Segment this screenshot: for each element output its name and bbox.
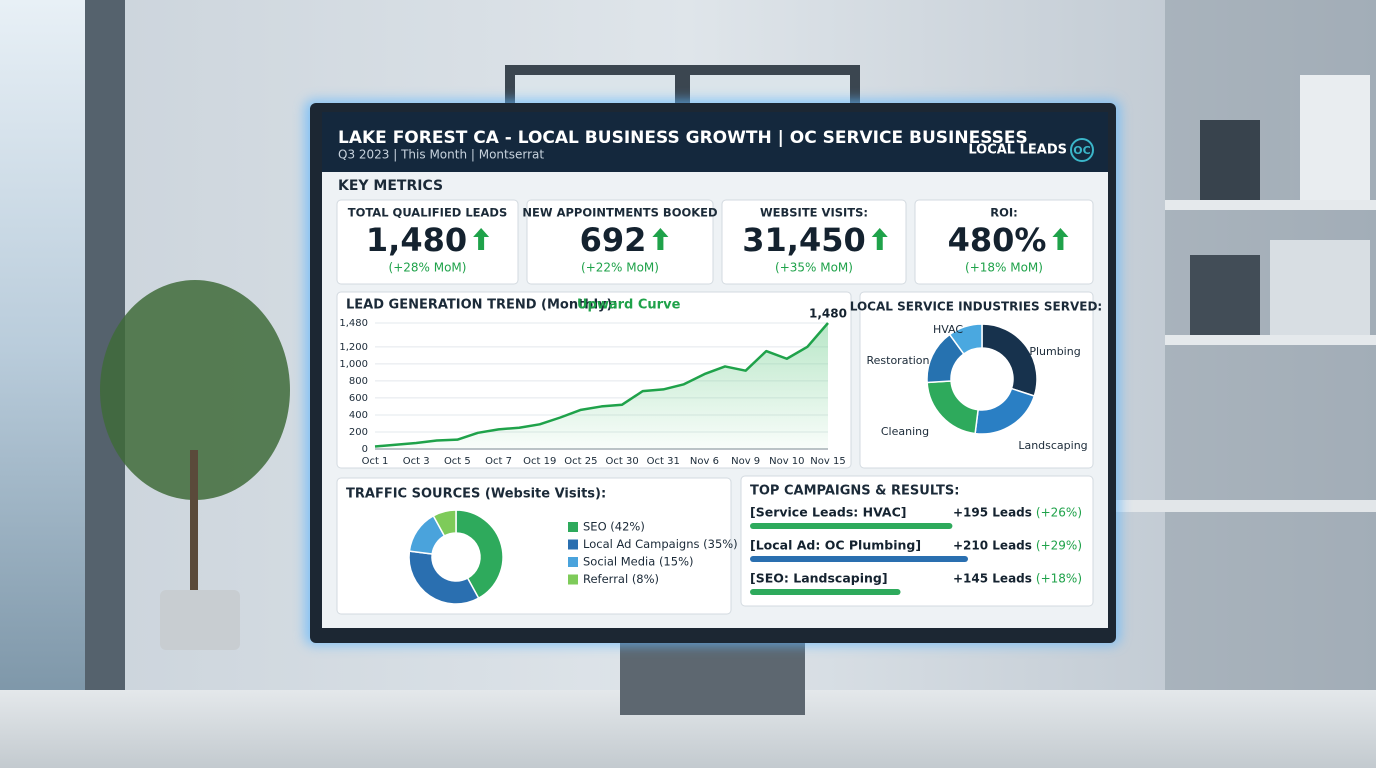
x-tick-label: Oct 19: [523, 456, 556, 467]
y-tick-label: 800: [349, 376, 368, 387]
campaign-result: +195 Leads: [953, 506, 1032, 520]
up-arrow: [1052, 228, 1069, 250]
panel: [859, 291, 1094, 469]
slice-label: Landscaping: [1018, 439, 1087, 452]
brand-mark: OC: [1073, 144, 1090, 157]
x-tick-label: Oct 30: [605, 456, 638, 467]
y-tick-label: 1,480: [339, 318, 368, 329]
metric-value: 31,450: [742, 221, 865, 259]
campaign-bar: [750, 556, 968, 562]
x-tick-label: Oct 25: [564, 456, 597, 467]
shelf: [1165, 200, 1376, 210]
brand-logo: [1070, 138, 1094, 162]
legend-swatch: [568, 574, 578, 585]
binders: [1200, 120, 1260, 200]
binders: [1270, 240, 1370, 335]
chart-title: TRAFFIC SOURCES (Website Visits):: [346, 487, 606, 502]
metric-change: (+18% MoM): [965, 261, 1043, 275]
y-tick-label: 1,200: [339, 342, 368, 353]
plant: [100, 280, 290, 500]
campaign-bar: [750, 523, 953, 529]
campaign-change: (+29%): [1036, 539, 1082, 553]
metric-card: [721, 199, 907, 285]
metric-value: 1,480: [366, 221, 467, 259]
campaign-change: (+18%): [1036, 572, 1082, 586]
up-arrow: [871, 228, 888, 250]
campaign-name: [Local Ad: OC Plumbing]: [750, 538, 921, 553]
line: [374, 322, 829, 448]
legend-label: Local Ad Campaigns (35%): [583, 537, 738, 551]
y-tick-label: 200: [349, 427, 368, 438]
x-tick-label: Oct 3: [403, 456, 430, 467]
binders: [1190, 255, 1260, 335]
campaign-name: [Service Leads: HVAC]: [750, 505, 907, 520]
slice-label: Restoration: [866, 354, 929, 367]
metric-card: [336, 199, 519, 285]
chart-highlight: Upward Curve: [577, 298, 681, 313]
brand: LOCAL LEADS: [968, 143, 1067, 158]
legend-swatch: [568, 557, 578, 567]
monitor-stand: [620, 640, 805, 715]
x-tick-label: Nov 10: [769, 456, 804, 467]
donut-slice: [408, 550, 480, 605]
annotation: 1,480: [809, 307, 847, 321]
donut-slice: [948, 323, 983, 355]
up-arrow: [473, 228, 490, 250]
pot: [160, 590, 240, 650]
dashboard-title: LAKE FOREST CA - LOCAL BUSINESS GROWTH |…: [338, 128, 1028, 148]
slice-label: Plumbing: [1029, 345, 1080, 358]
campaign-result: +210 Leads: [953, 539, 1032, 553]
slice-label: HVAC: [933, 323, 963, 336]
metric-change: (+35% MoM): [775, 261, 853, 275]
metric-change: (+28% MoM): [389, 261, 467, 275]
legend-label: Social Media (15%): [583, 555, 693, 569]
shelf: [1165, 335, 1376, 345]
metric-change: (+22% MoM): [581, 261, 659, 275]
metric-value: 480%: [948, 221, 1047, 259]
campaign-change: (+26%): [1036, 506, 1082, 520]
metric-card: [526, 199, 714, 285]
plant-stem: [190, 450, 198, 600]
metric-label: ROI:: [990, 206, 1018, 220]
legend-swatch: [568, 539, 578, 550]
metric-label: TOTAL QUALIFIED LEADS: [348, 206, 508, 220]
y-tick-label: 600: [349, 393, 368, 404]
legend-swatch: [568, 522, 578, 532]
donut-slice: [455, 509, 504, 600]
campaign-name: [SEO: Landscaping]: [750, 571, 888, 586]
up-arrow: [652, 228, 669, 250]
header-bar: [322, 112, 1108, 172]
area: [375, 323, 828, 449]
x-tick-label: Oct 7: [485, 456, 512, 467]
x-tick-label: Oct 31: [647, 456, 680, 467]
chart-title: LEAD GENERATION TREND (Monthly):: [346, 298, 618, 313]
y-tick-label: 1,000: [339, 359, 368, 370]
panel: [740, 475, 1094, 607]
x-tick-label: Nov 6: [690, 456, 719, 467]
x-tick-label: Nov 15: [810, 456, 845, 467]
side-desk: [1100, 500, 1376, 512]
x-tick-label: Oct 5: [444, 456, 471, 467]
legend-label: SEO (42%): [583, 520, 645, 534]
metric-label: WEBSITE VISITS:: [760, 206, 868, 220]
campaign-bar: [750, 589, 901, 595]
dashboard-subtitle: Q3 2023 | This Month | Montserrat: [338, 148, 544, 162]
metric-label: NEW APPOINTMENTS BOOKED: [522, 206, 717, 220]
y-tick-label: 0: [362, 444, 368, 455]
campaign-result: +145 Leads: [953, 572, 1032, 586]
y-tick-label: 400: [349, 410, 368, 421]
binders: [1300, 75, 1370, 200]
legend-label: Referral (8%): [583, 572, 659, 586]
donut-slice: [432, 509, 457, 537]
metric-card: [914, 199, 1094, 285]
chart-title: LOCAL SERVICE INDUSTRIES SERVED:: [850, 300, 1102, 314]
chart-title: TOP CAMPAIGNS & RESULTS:: [750, 484, 959, 499]
x-tick-label: Nov 9: [731, 456, 760, 467]
metric-value: 692: [580, 221, 647, 259]
section-title: KEY METRICS: [338, 178, 443, 194]
x-tick-label: Oct 1: [362, 456, 389, 467]
slice-label: Cleaning: [881, 425, 929, 438]
